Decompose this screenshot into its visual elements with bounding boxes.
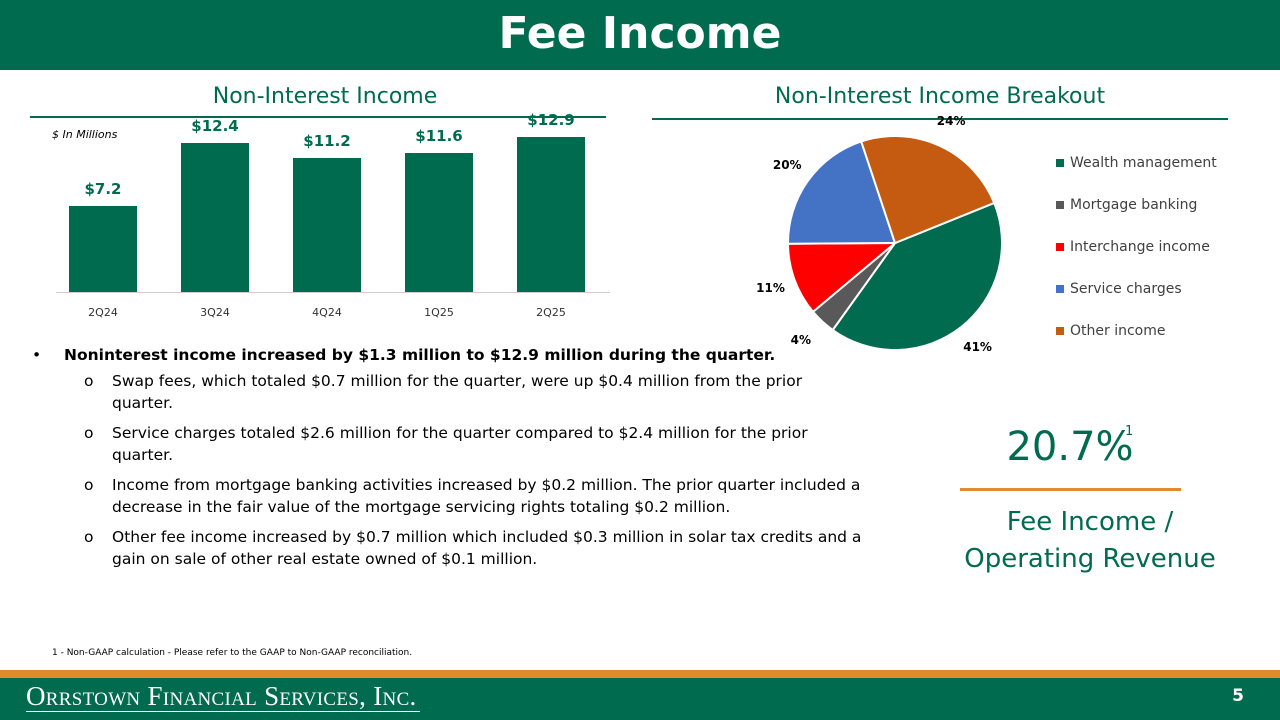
bar-value-label: $12.4	[191, 117, 239, 136]
x-tick-label: 2Q24	[88, 306, 118, 319]
bar-2q24	[69, 205, 137, 292]
kpi-label-line2: Operating Revenue	[964, 544, 1216, 574]
units-note: $ In Millions	[52, 128, 118, 141]
pie-percent-label: 4%	[790, 332, 811, 347]
legend-item: Mortgage banking	[1056, 194, 1217, 236]
kpi-footnote-ref: 1	[1125, 424, 1134, 439]
bar-1q25	[405, 152, 473, 292]
pie-percent-label: 24%	[936, 114, 966, 129]
legend-label: Wealth management	[1070, 155, 1217, 171]
kpi-divider	[960, 488, 1181, 491]
legend-item: Other income	[1056, 320, 1217, 362]
footer-bar	[0, 678, 1280, 720]
company-logo: Orrstown Financial Services, Inc.	[26, 681, 417, 711]
legend-label: Mortgage banking	[1070, 197, 1198, 213]
sub-bullet: o Service charges totaled $2.6 million f…	[32, 422, 862, 466]
sub-bullet-text: Service charges totaled $2.6 million for…	[112, 424, 808, 464]
bar-3q24	[181, 143, 249, 292]
legend-swatch	[1056, 201, 1064, 209]
footnote: 1 - Non-GAAP calculation - Please refer …	[52, 648, 413, 658]
sub-bullet-circle: o	[84, 528, 94, 546]
bar-value-label: $11.6	[415, 126, 463, 145]
pie-legend: Wealth management Mortgage banking Interch…	[1056, 152, 1217, 362]
page-title: Fee Income	[498, 8, 782, 59]
pie-chart-title-rule	[652, 118, 1228, 120]
logo-underline	[26, 711, 420, 712]
sub-bullet: o Income from mortgage banking activitie…	[32, 474, 862, 518]
bar-4q24	[293, 157, 361, 292]
bar-2q25	[517, 137, 585, 292]
legend-item: Interchange income	[1056, 236, 1217, 278]
pie-percent-label: 41%	[963, 339, 992, 354]
footer-accent-stripe	[0, 670, 1280, 678]
pie-percent-label: 11%	[756, 280, 785, 295]
x-tick-label: 3Q24	[200, 306, 230, 319]
page-number: 5	[1232, 686, 1244, 706]
x-tick-label: 1Q25	[424, 306, 454, 319]
bullet-dot: •	[32, 346, 42, 364]
legend-label: Service charges	[1070, 281, 1182, 297]
legend-swatch	[1056, 327, 1064, 335]
bar-value-label: $12.9	[527, 111, 575, 130]
bar-chart-title-rule	[30, 116, 606, 118]
sub-bullet: o Other fee income increased by $0.7 mil…	[32, 526, 862, 570]
bullet-main: • Noninterest income increased by $1.3 m…	[32, 344, 862, 366]
pie-percent-label: 20%	[772, 157, 802, 172]
legend-swatch	[1056, 159, 1064, 167]
sub-bullet-circle: o	[84, 372, 94, 390]
bar-value-label: $11.2	[303, 131, 351, 150]
kpi-label-line1: Fee Income /	[1006, 507, 1174, 537]
pie-chart-title: Non-Interest Income Breakout	[774, 84, 1106, 109]
sub-bullet: o Swap fees, which totaled $0.7 million …	[32, 370, 862, 414]
sub-bullet-circle: o	[84, 476, 94, 494]
sub-bullet-text: Swap fees, which totaled $0.7 million fo…	[112, 372, 803, 412]
kpi-label: Fee Income / Operating Revenue	[940, 504, 1240, 578]
x-tick-label: 2Q25	[536, 306, 566, 319]
sub-bullet-text: Income from mortgage banking activities …	[112, 476, 861, 516]
pie-slice-service-charges	[787, 140, 897, 245]
bullet-main-text: Noninterest income increased by $1.3 mil…	[64, 346, 776, 364]
bar-value-label: $7.2	[84, 179, 122, 198]
legend-label: Interchange income	[1070, 239, 1210, 255]
pie-slice-interchange-income	[786, 241, 898, 314]
bar-chart-title: Non-Interest Income	[212, 84, 438, 109]
header-bar: Fee Income	[0, 0, 1280, 70]
sub-bullet-circle: o	[84, 424, 94, 442]
legend-swatch	[1056, 243, 1064, 251]
pie-slice-other-income	[859, 135, 996, 245]
legend-item: Service charges	[1056, 278, 1217, 320]
pie-chart	[786, 135, 1003, 351]
kpi-value: 20.7%	[1006, 424, 1134, 470]
pie-slice-wealth-management	[831, 201, 1003, 351]
x-axis-line	[56, 292, 610, 293]
legend-label: Other income	[1070, 323, 1166, 339]
legend-swatch	[1056, 285, 1064, 293]
bullet-list: • Noninterest income increased by $1.3 m…	[32, 344, 862, 578]
x-tick-label: 4Q24	[312, 306, 342, 319]
sub-bullet-text: Other fee income increased by $0.7 milli…	[112, 528, 862, 568]
legend-item: Wealth management	[1056, 152, 1217, 194]
